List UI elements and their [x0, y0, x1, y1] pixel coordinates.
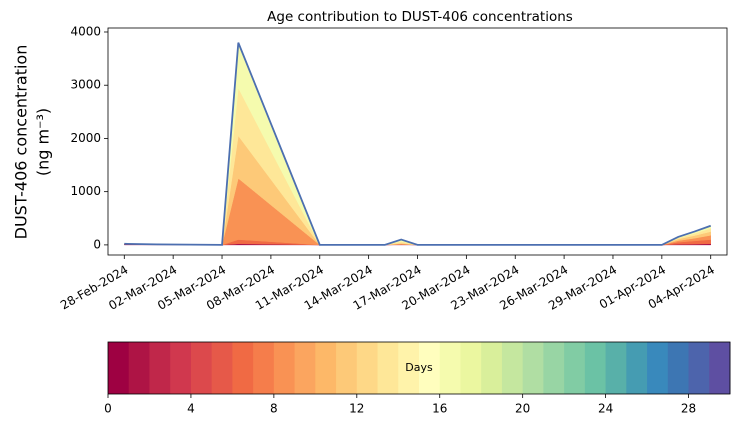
colorbar-cell — [605, 342, 627, 394]
colorbar-tick-label: 12 — [349, 402, 364, 416]
colorbar-cell — [232, 342, 254, 394]
plot-frame — [107, 27, 728, 256]
colorbar-cell — [315, 342, 337, 394]
colorbar-cell — [273, 342, 296, 394]
colorbar-cell — [564, 342, 586, 394]
colorbar-cell — [688, 342, 710, 394]
area — [124, 42, 711, 246]
colorbar-cell — [190, 342, 213, 394]
colorbar-cell — [439, 342, 461, 394]
colorbar-cell — [460, 342, 482, 394]
colorbar-frame — [107, 341, 731, 395]
colorbar-cell — [356, 342, 379, 394]
area — [124, 87, 711, 246]
area — [124, 177, 711, 246]
colorbar-tick-label: 8 — [270, 402, 278, 416]
colorbar-cell — [211, 342, 233, 394]
colorbar-cell — [419, 342, 441, 394]
colorbar-cell — [336, 342, 358, 394]
colorbar-cell — [398, 342, 420, 394]
area — [124, 135, 711, 246]
colorbar-tick-label: 20 — [515, 402, 530, 416]
colorbar-tick-label: 4 — [187, 402, 195, 416]
colorbar-cell — [377, 342, 399, 394]
colorbar-tick-label: 16 — [432, 402, 447, 416]
colorbar-cell — [709, 342, 731, 394]
colorbar-cell — [481, 342, 503, 394]
y-axis-label: (ng m⁻³) — [34, 108, 53, 176]
y-tick-label: 0 — [93, 237, 101, 251]
colorbar-label: Days — [405, 361, 433, 374]
colorbar-cell — [522, 342, 544, 394]
colorbar-tick-label: 24 — [598, 402, 613, 416]
colorbar-cell — [501, 342, 524, 394]
colorbar-cell — [294, 342, 316, 394]
line — [124, 42, 712, 246]
colorbar-cell — [543, 342, 565, 394]
colorbar-cell — [667, 342, 690, 394]
y-tick-label: 4000 — [70, 24, 101, 38]
colorbar-cell — [626, 342, 648, 394]
y-tick-label: 2000 — [70, 131, 101, 145]
colorbar-tick-label: 28 — [681, 402, 696, 416]
y-tick-label: 1000 — [70, 184, 101, 198]
colorbar-tick-label: 0 — [104, 402, 112, 416]
colorbar-cell — [170, 342, 192, 394]
colorbar-cell — [584, 342, 607, 394]
colorbar-cell — [108, 342, 130, 394]
y-tick-label: 3000 — [70, 78, 101, 92]
colorbar-cell — [149, 342, 171, 394]
colorbar-cell — [647, 342, 669, 394]
colorbar-cell — [128, 342, 150, 394]
colorbar-cell — [253, 342, 275, 394]
y-axis-label: DUST-406 concentration — [12, 45, 31, 240]
chart-title: Age contribution to DUST-406 concentrati… — [267, 9, 573, 25]
